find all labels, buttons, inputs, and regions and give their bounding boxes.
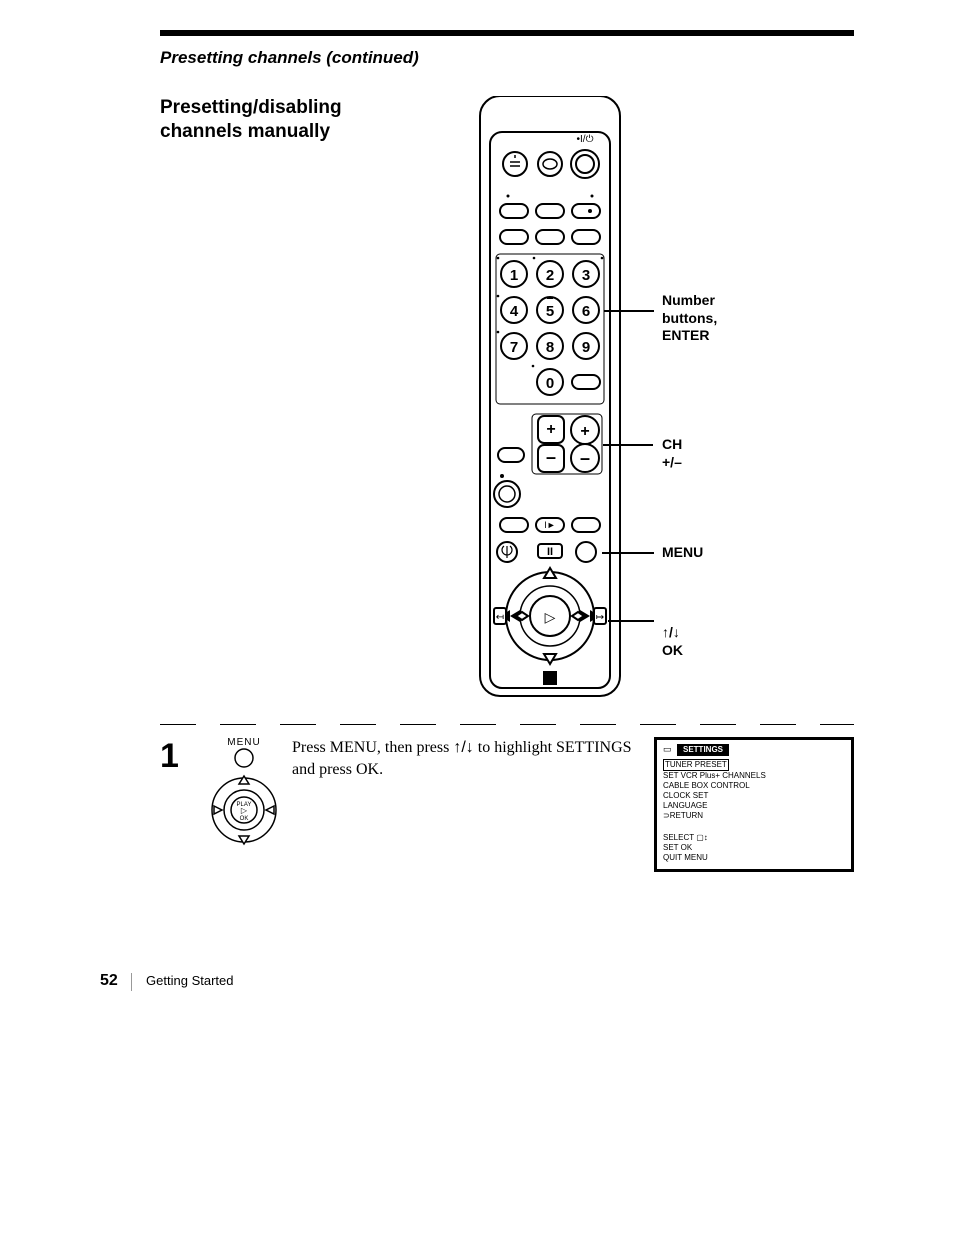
svg-text:+: + <box>580 423 589 440</box>
svg-text:•I/⏻: •I/⏻ <box>577 134 594 145</box>
svg-text:1: 1 <box>510 267 518 284</box>
svg-text:9: 9 <box>582 339 590 356</box>
osd-item-5: ⊃RETURN <box>663 811 845 821</box>
svg-text:▷: ▷ <box>241 806 248 815</box>
svg-text:–: – <box>546 447 556 467</box>
svg-text:–: – <box>580 448 590 468</box>
svg-text:2: 2 <box>546 267 554 284</box>
callout-number-buttons: Number buttons, ENTER <box>662 292 752 345</box>
callout-nav: ↑/↓ OK <box>662 624 683 659</box>
callout-number-text: Number buttons, ENTER <box>662 292 717 343</box>
step-text-prefix: Press MENU, then press <box>292 739 453 756</box>
osd-cassette-icon: ▭ <box>663 744 672 755</box>
section-heading: Presetting/disabling channels manually <box>160 96 400 144</box>
svg-text:0: 0 <box>546 375 554 392</box>
svg-text:5: 5 <box>546 303 554 320</box>
svg-text:↦: ↦ <box>596 612 604 623</box>
svg-text:↤: ↤ <box>496 612 504 623</box>
osd-item-4: LANGUAGE <box>663 801 845 811</box>
osd-item-0: TUNER PRESET <box>663 759 729 771</box>
step-icon-menu-label: MENU <box>196 737 292 748</box>
step-number: 1 <box>160 737 196 776</box>
step-row-1: 1 MENU PLAY ▷ OK Press MENU <box>160 737 854 872</box>
dashed-separator <box>160 724 854 725</box>
step-nav-icon: PLAY ▷ OK <box>204 748 284 848</box>
svg-text:I►: I► <box>544 520 555 530</box>
osd-footer-1: SET OK <box>663 843 845 853</box>
osd-item-2: CABLE BOX CONTROL <box>663 781 845 791</box>
svg-text:7: 7 <box>510 339 518 356</box>
header-rule <box>160 30 854 36</box>
step-instruction: Press MENU, then press ↑/↓ to highlight … <box>292 737 654 780</box>
osd-footer-2: QUIT MENU <box>663 853 845 863</box>
heading-line-1: Presetting/disabling <box>160 96 400 120</box>
osd-title: SETTINGS <box>677 744 729 756</box>
remote-illustration: •I/⏻ <box>460 96 640 706</box>
osd-item-3: CLOCK SET <box>663 791 845 801</box>
osd-item-1: SET VCR Plus+ CHANNELS <box>663 771 845 781</box>
osd-footer-0: SELECT ▢↕ <box>663 833 845 843</box>
callout-ch: CH +/– <box>662 436 682 471</box>
svg-text:▷: ▷ <box>545 609 556 625</box>
footer-section: Getting Started <box>146 973 233 988</box>
callout-menu: MENU <box>662 544 703 562</box>
continued-title: Presetting channels (continued) <box>160 48 854 68</box>
svg-text:6: 6 <box>582 303 590 320</box>
page-number: 52 <box>100 972 118 990</box>
svg-text:II: II <box>547 546 553 558</box>
heading-line-2: channels manually <box>160 120 400 144</box>
step-arrows: ↑/↓ <box>453 739 473 756</box>
svg-text:3: 3 <box>582 267 590 284</box>
svg-text:+: + <box>546 421 555 438</box>
page-footer: 52 Getting Started <box>100 972 854 991</box>
svg-text:8: 8 <box>546 339 554 356</box>
svg-text:4: 4 <box>510 303 519 320</box>
osd-settings-box: ▭ SETTINGS TUNER PRESET SET VCR Plus+ CH… <box>654 737 854 872</box>
svg-text:OK: OK <box>240 816 249 822</box>
